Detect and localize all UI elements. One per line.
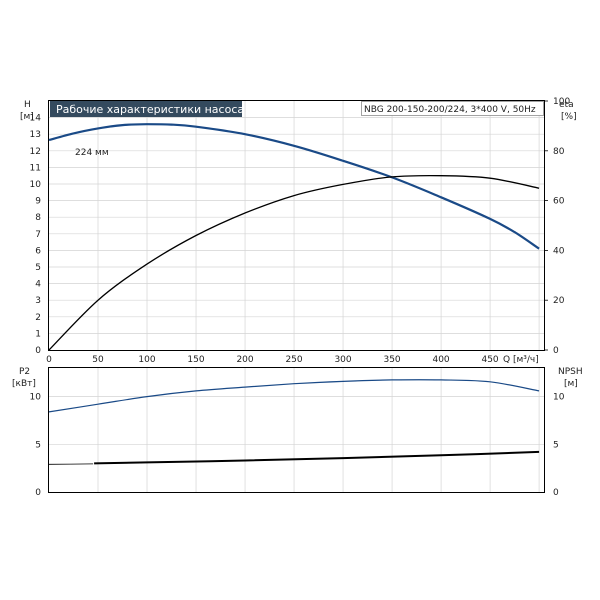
npsh-axis-label: NPSH xyxy=(558,367,583,377)
efficiency-curve xyxy=(48,174,540,351)
axis-ticks: 0 50 100 150 200 250 300 350 400 4500123456789101… xyxy=(30,97,571,498)
eta-tick-label: 40 xyxy=(553,246,565,256)
h-axis-unit: [м] xyxy=(20,112,34,122)
top-panel-grid xyxy=(49,101,544,350)
npsh-axis-unit: [м] xyxy=(564,379,578,389)
h-tick-label: 7 xyxy=(35,230,41,240)
h-tick-label: 4 xyxy=(35,280,41,290)
power-p2-curve xyxy=(48,379,540,413)
eta-tick-label: 60 xyxy=(553,197,565,207)
x-tick-label: 300 xyxy=(334,355,351,365)
h-axis-label: H xyxy=(24,100,31,110)
head-curve xyxy=(48,123,540,250)
eta-tick-label: 80 xyxy=(553,147,565,157)
bottom-panel-grid xyxy=(49,368,544,492)
h-tick-label: 3 xyxy=(35,296,41,306)
h-tick-label: 14 xyxy=(30,114,42,124)
npsh-curve xyxy=(94,450,540,465)
h-tick-label: 10 xyxy=(30,180,42,190)
p2-axis-label: P2 xyxy=(19,367,30,377)
x-tick-label: 250 xyxy=(285,355,302,365)
x-tick-label: 450 xyxy=(481,355,498,365)
h-tick-label: 2 xyxy=(35,313,41,323)
p2-tick-label: 0 xyxy=(35,488,41,498)
h-tick-label: 0 xyxy=(35,346,41,356)
h-tick-label: 9 xyxy=(35,197,41,207)
curve-annotation: 224 мм xyxy=(75,148,109,158)
p2-tick-label: 10 xyxy=(30,393,42,403)
eta-tick-label: 0 xyxy=(553,346,559,356)
chart-title: Рабочие характеристики насоса xyxy=(56,103,244,116)
npsh-tick-label: 10 xyxy=(553,393,565,403)
x-tick-label: 0 xyxy=(46,355,52,365)
npsh-tick-label: 0 xyxy=(553,488,559,498)
chart-subtitle: NBG 200-150-200/224, 3*400 V, 50Hz xyxy=(364,105,536,115)
curves xyxy=(48,123,540,465)
eta-axis-unit: [%] xyxy=(561,112,577,122)
eta-tick-label: 20 xyxy=(553,296,565,306)
h-tick-label: 11 xyxy=(30,163,41,173)
q-axis-label: Q [м³/ч] xyxy=(503,355,539,365)
h-tick-label: 6 xyxy=(35,246,41,256)
p2-axis-unit: [кВт] xyxy=(12,379,36,389)
h-tick-label: 1 xyxy=(35,329,41,339)
h-tick-label: 12 xyxy=(30,147,41,157)
x-tick-label: 150 xyxy=(187,355,204,365)
h-tick-label: 8 xyxy=(35,213,41,223)
x-tick-label: 400 xyxy=(432,355,449,365)
top-plot-frame xyxy=(48,100,545,351)
x-tick-label: 100 xyxy=(138,355,155,365)
x-tick-label: 350 xyxy=(383,355,400,365)
p2-tick-label: 5 xyxy=(35,440,41,450)
subtitle-box: NBG 200-150-200/224, 3*400 V, 50Hz xyxy=(361,101,544,116)
title-box: Рабочие характеристики насоса xyxy=(50,101,244,117)
h-tick-label: 5 xyxy=(35,263,41,273)
npsh-tick-label: 5 xyxy=(553,440,559,450)
eta-axis-label: eta xyxy=(559,100,574,110)
x-tick-label: 50 xyxy=(92,355,104,365)
eta-tick-label: 100 xyxy=(553,97,570,107)
bottom-plot-frame xyxy=(48,367,545,493)
x-tick-label: 200 xyxy=(236,355,253,365)
h-tick-label: 13 xyxy=(30,130,41,140)
